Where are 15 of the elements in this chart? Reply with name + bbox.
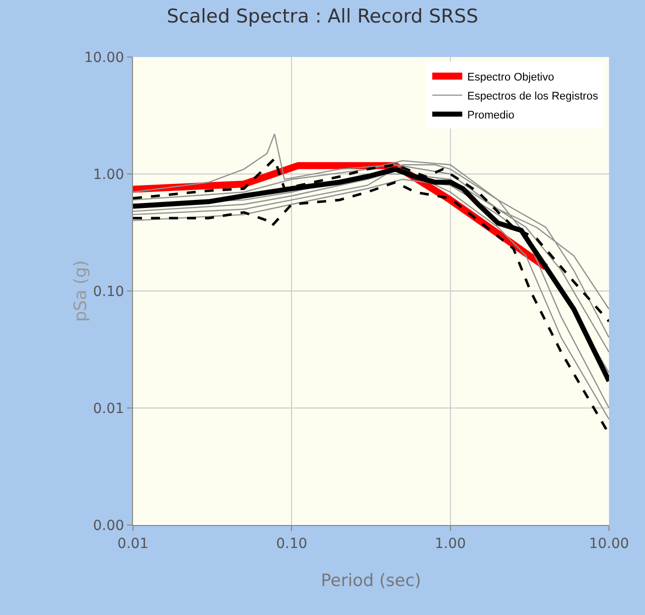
legend-label: Promedio [467, 109, 514, 122]
y-tick-label: 0.00 [93, 518, 124, 534]
y-tick-label: 1.00 [93, 166, 124, 183]
chart-title: Scaled Spectra : All Record SRSS [166, 6, 478, 28]
x-tick-label: 0.10 [276, 536, 308, 552]
x-tick-label: 10.00 [588, 536, 630, 552]
legend-label: Espectro Objetivo [467, 71, 554, 84]
legend-label: Espectros de los Registros [467, 90, 599, 102]
x-axis-title: Period (sec) [320, 571, 422, 591]
x-tick-label: 0.01 [117, 536, 149, 552]
x-tick-label: 1.00 [434, 536, 466, 552]
y-tick-label: 10.00 [84, 50, 124, 66]
y-tick-label: 0.10 [93, 284, 124, 300]
y-axis-title: pSa (g) [71, 260, 92, 322]
y-tick-label: 0.01 [93, 400, 124, 417]
